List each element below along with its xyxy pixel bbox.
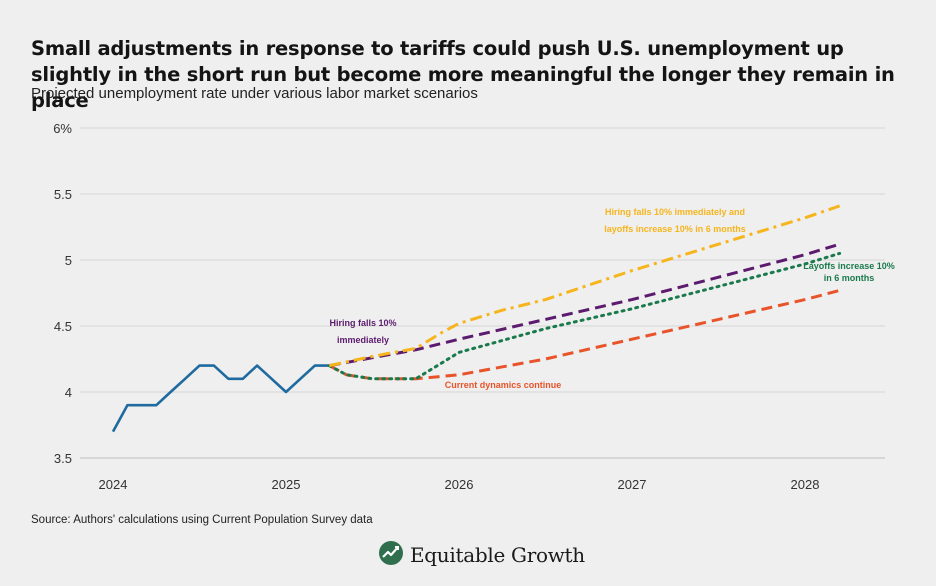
x-tick-label: 2024 [99,477,128,492]
growth-leaf-icon [378,540,404,570]
equitable-growth-logo: Equitable Growth [378,540,585,570]
chart-subtitle: Projected unemployment rate under variou… [31,85,478,102]
annotation-hiring_immediate: immediately [337,335,389,345]
chart-title: Small adjustments in response to tariffs… [31,37,895,112]
x-tick-label: 2025 [272,477,301,492]
x-tick-label: 2028 [791,477,820,492]
line-chart: 3.5 4 4.5 5 5.5 6% 2024 2025 2026 2027 2028 Hiring … [53,121,895,492]
annotation-hiring_immediate_and_layoffs: Hiring falls 10% immediately and [605,207,745,217]
y-tick-label: 4 [65,385,72,400]
y-tick-label: 6% [53,121,72,136]
series-line-1 [328,288,840,381]
y-tick-label: 4.5 [54,319,72,334]
annotation-hiring_immediate_and_layoffs: layoffs increase 10% in 6 months [604,224,746,234]
annotation-hiring_immediate: Hiring falls 10% [329,318,396,328]
annotation-layoffs: Layoffs increase 10% [803,261,895,271]
x-tick-label: 2026 [445,477,474,492]
series-line-0 [111,364,330,433]
annotation-current: Current dynamics continue [445,380,562,390]
source-note: Source: Authors' calculations using Curr… [31,514,373,526]
y-tick-label: 5 [65,253,72,268]
series-line-3 [329,242,841,368]
y-tick-label: 3.5 [54,451,72,466]
annotation-layoffs: in 6 months [824,273,875,283]
series-line-2 [327,251,842,381]
y-tick-label: 5.5 [54,187,72,202]
logo-text: Equitable Growth [410,543,585,567]
series-line-4 [328,204,841,368]
x-tick-label: 2027 [618,477,647,492]
